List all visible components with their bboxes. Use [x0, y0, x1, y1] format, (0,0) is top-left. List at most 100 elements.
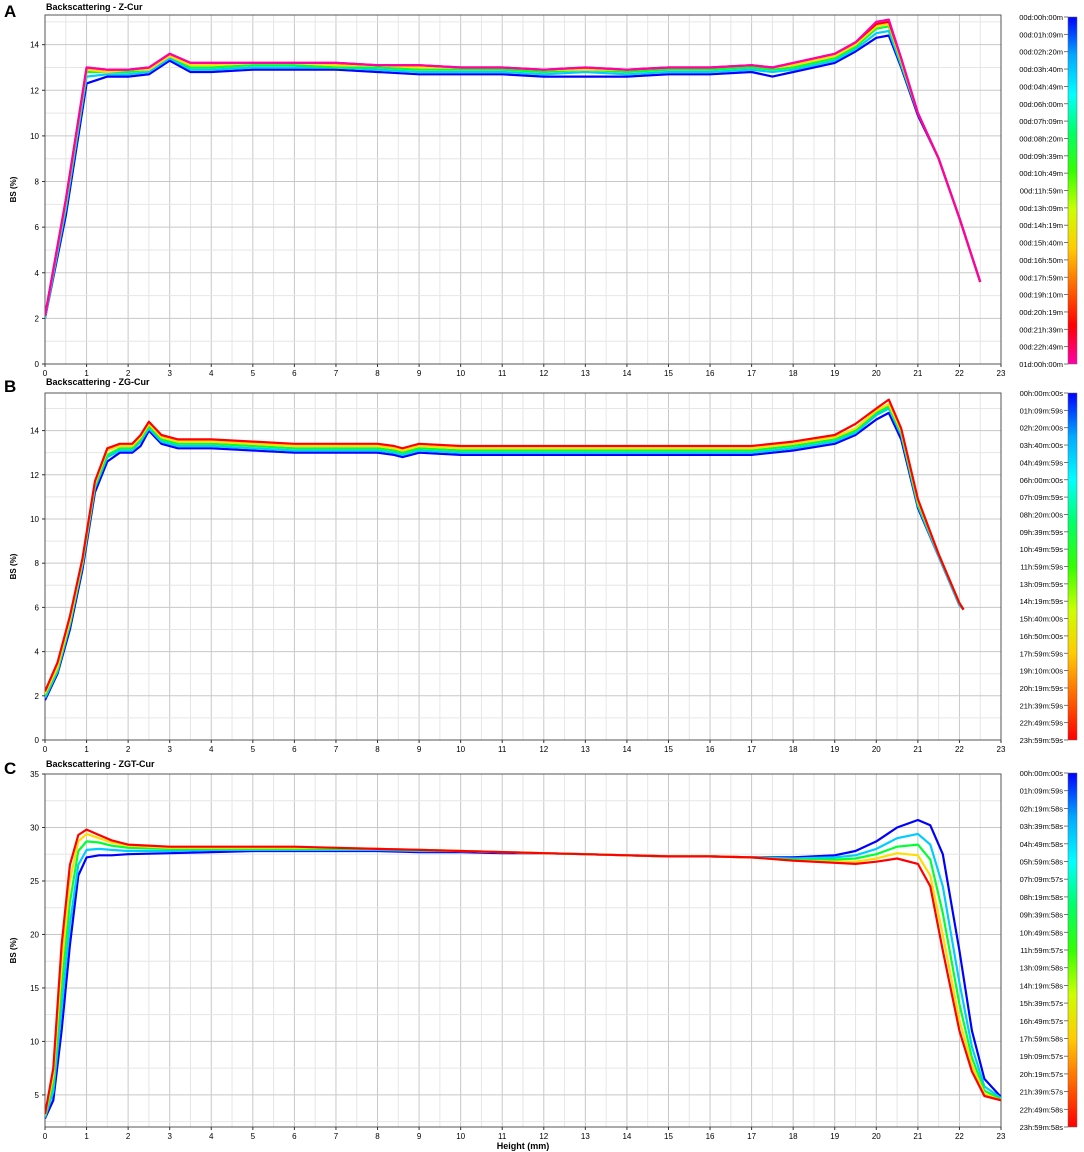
y-tick-label: 8: [35, 178, 40, 187]
y-tick-label: 6: [35, 223, 40, 232]
series-line: [45, 18, 982, 317]
x-tick-label: 15: [664, 369, 673, 378]
plot-frame: [44, 14, 1002, 365]
x-tick-label: 3: [167, 369, 172, 378]
colorbar-label: 00d:06h:00m: [1019, 100, 1063, 109]
x-tick-label: 21: [913, 1132, 922, 1141]
x-tick-label: 3: [167, 1132, 172, 1141]
y-tick-label: 20: [30, 930, 39, 939]
colorbar-label: 20h:19m:57s: [1020, 1070, 1064, 1079]
x-tick-label: 18: [789, 745, 798, 754]
x-tick-label: 8: [375, 745, 380, 754]
colorbar-label: 10h:49m:59s: [1020, 545, 1064, 554]
colorbar-label: 22h:49m:58s: [1020, 1105, 1064, 1114]
x-tick-label: 7: [334, 745, 339, 754]
colorbar-label: 00d:20h:19m: [1019, 308, 1063, 317]
colorbar-label: 16h:49m:57s: [1020, 1017, 1064, 1026]
colorbar-label: 04h:49m:58s: [1020, 840, 1064, 849]
colorbar-label: 00d:22h:49m: [1019, 343, 1063, 352]
x-tick-label: 19: [830, 745, 839, 754]
x-tick-label: 1: [84, 369, 89, 378]
x-tick-label: 1: [84, 1132, 89, 1141]
x-tick-label: 4: [209, 1132, 214, 1141]
x-tick-label: 15: [664, 745, 673, 754]
x-tick-label: 14: [622, 1132, 631, 1141]
chart-zg-cur: 0 1 2 3 4 5 6 7 8 9 10 11 12 13 14 15 16 17 18 19 20 21 22 2302…: [9, 389, 1078, 754]
x-tick-label: 15: [664, 1132, 673, 1141]
x-tick-label: 9: [417, 745, 422, 754]
y-tick-label: 15: [30, 984, 39, 993]
colorbar-label: 00d:13h:09m: [1019, 204, 1063, 213]
colorbar-label: 02h:19m:58s: [1020, 804, 1064, 813]
colorbar-label: 00d:09h:39m: [1019, 152, 1063, 161]
y-tick-label: 30: [30, 823, 39, 832]
x-axis-label: Height (mm): [497, 1141, 550, 1151]
series-group: [45, 818, 1001, 1119]
x-tick-label: 20: [872, 369, 881, 378]
colorbar-label: 00d:04h:49m: [1019, 82, 1063, 91]
colorbar-label: 14h:19m:59s: [1020, 597, 1064, 606]
x-tick-label: 8: [375, 1132, 380, 1141]
colorbar-label: 23h:59m:59s: [1020, 736, 1064, 745]
colorbar-label: 16h:50m:00s: [1020, 632, 1064, 641]
colorbar-label: 17h:59m:58s: [1020, 1035, 1064, 1044]
x-tick-label: 13: [581, 369, 590, 378]
colorbar-label: 00h:00m:00s: [1020, 389, 1064, 398]
colorbar: [1067, 16, 1078, 365]
y-tick-label: 14: [30, 41, 39, 50]
colorbar-label: 08h:19m:58s: [1020, 893, 1064, 902]
colorbar-label: 00d:01h:09m: [1019, 30, 1063, 39]
series-line: [45, 34, 982, 319]
x-tick-label: 0: [43, 745, 48, 754]
colorbar-label: 03h:39m:58s: [1020, 822, 1064, 831]
y-axis-label: BS (%): [9, 937, 18, 963]
x-tick-label: 16: [706, 745, 715, 754]
x-tick-label: 2: [126, 745, 131, 754]
x-tick-label: 5: [251, 1132, 256, 1141]
colorbar-label: 07h:09m:57s: [1020, 875, 1064, 884]
colorbar-label: 01h:09m:59s: [1020, 787, 1064, 796]
series-line: [45, 403, 965, 695]
y-tick-label: 4: [35, 648, 40, 657]
x-tick-label: 6: [292, 369, 297, 378]
panel-title-c: Backscattering - ZGT-Cur: [46, 759, 155, 769]
x-tick-label: 2: [126, 369, 131, 378]
plot-frame: [44, 392, 1002, 741]
y-tick-label: 8: [35, 559, 40, 568]
x-tick-label: 7: [334, 1132, 339, 1141]
x-tick-label: 11: [498, 1132, 507, 1141]
x-tick-label: 21: [913, 745, 922, 754]
x-tick-label: 11: [498, 369, 507, 378]
colorbar-label: 00d:11h:59m: [1020, 187, 1063, 196]
series-line: [45, 407, 965, 699]
colorbar: [1067, 772, 1078, 1128]
panel-letter-c: C: [4, 759, 17, 778]
x-tick-label: 2: [126, 1132, 131, 1141]
colorbar-label: 00d:03h:40m: [1019, 65, 1063, 74]
x-tick-label: 14: [622, 369, 631, 378]
x-tick-label: 8: [375, 369, 380, 378]
series-line: [45, 398, 965, 692]
colorbar-label: 00d:02h:20m: [1019, 48, 1063, 57]
colorbar-label: 22h:49m:59s: [1020, 719, 1064, 728]
x-tick-label: 20: [872, 1132, 881, 1141]
panel-letter-a: A: [4, 2, 17, 21]
colorbar-label: 00d:10h:49m: [1019, 169, 1063, 178]
x-tick-label: 9: [417, 369, 422, 378]
colorbar-label: 02h:20m:00s: [1020, 424, 1064, 433]
x-tick-label: 10: [456, 369, 465, 378]
colorbar-label: 07h:09m:59s: [1020, 493, 1064, 502]
y-tick-label: 0: [35, 360, 40, 369]
colorbar-label: 10h:49m:58s: [1020, 928, 1064, 937]
x-tick-label: 0: [43, 1132, 48, 1141]
colorbar-label: 23h:59m:58s: [1020, 1123, 1064, 1132]
panel-title-b: Backscattering - ZG-Cur: [46, 377, 150, 387]
colorbar-label: 00d:15h:40m: [1019, 239, 1063, 248]
x-tick-label: 4: [209, 369, 214, 378]
colorbar-label: 01h:09m:59s: [1020, 406, 1064, 415]
y-tick-label: 2: [35, 692, 40, 701]
colorbar-label: 00d:16h:50m: [1019, 256, 1063, 265]
x-tick-label: 16: [706, 1132, 715, 1141]
x-tick-label: 6: [292, 1132, 297, 1141]
